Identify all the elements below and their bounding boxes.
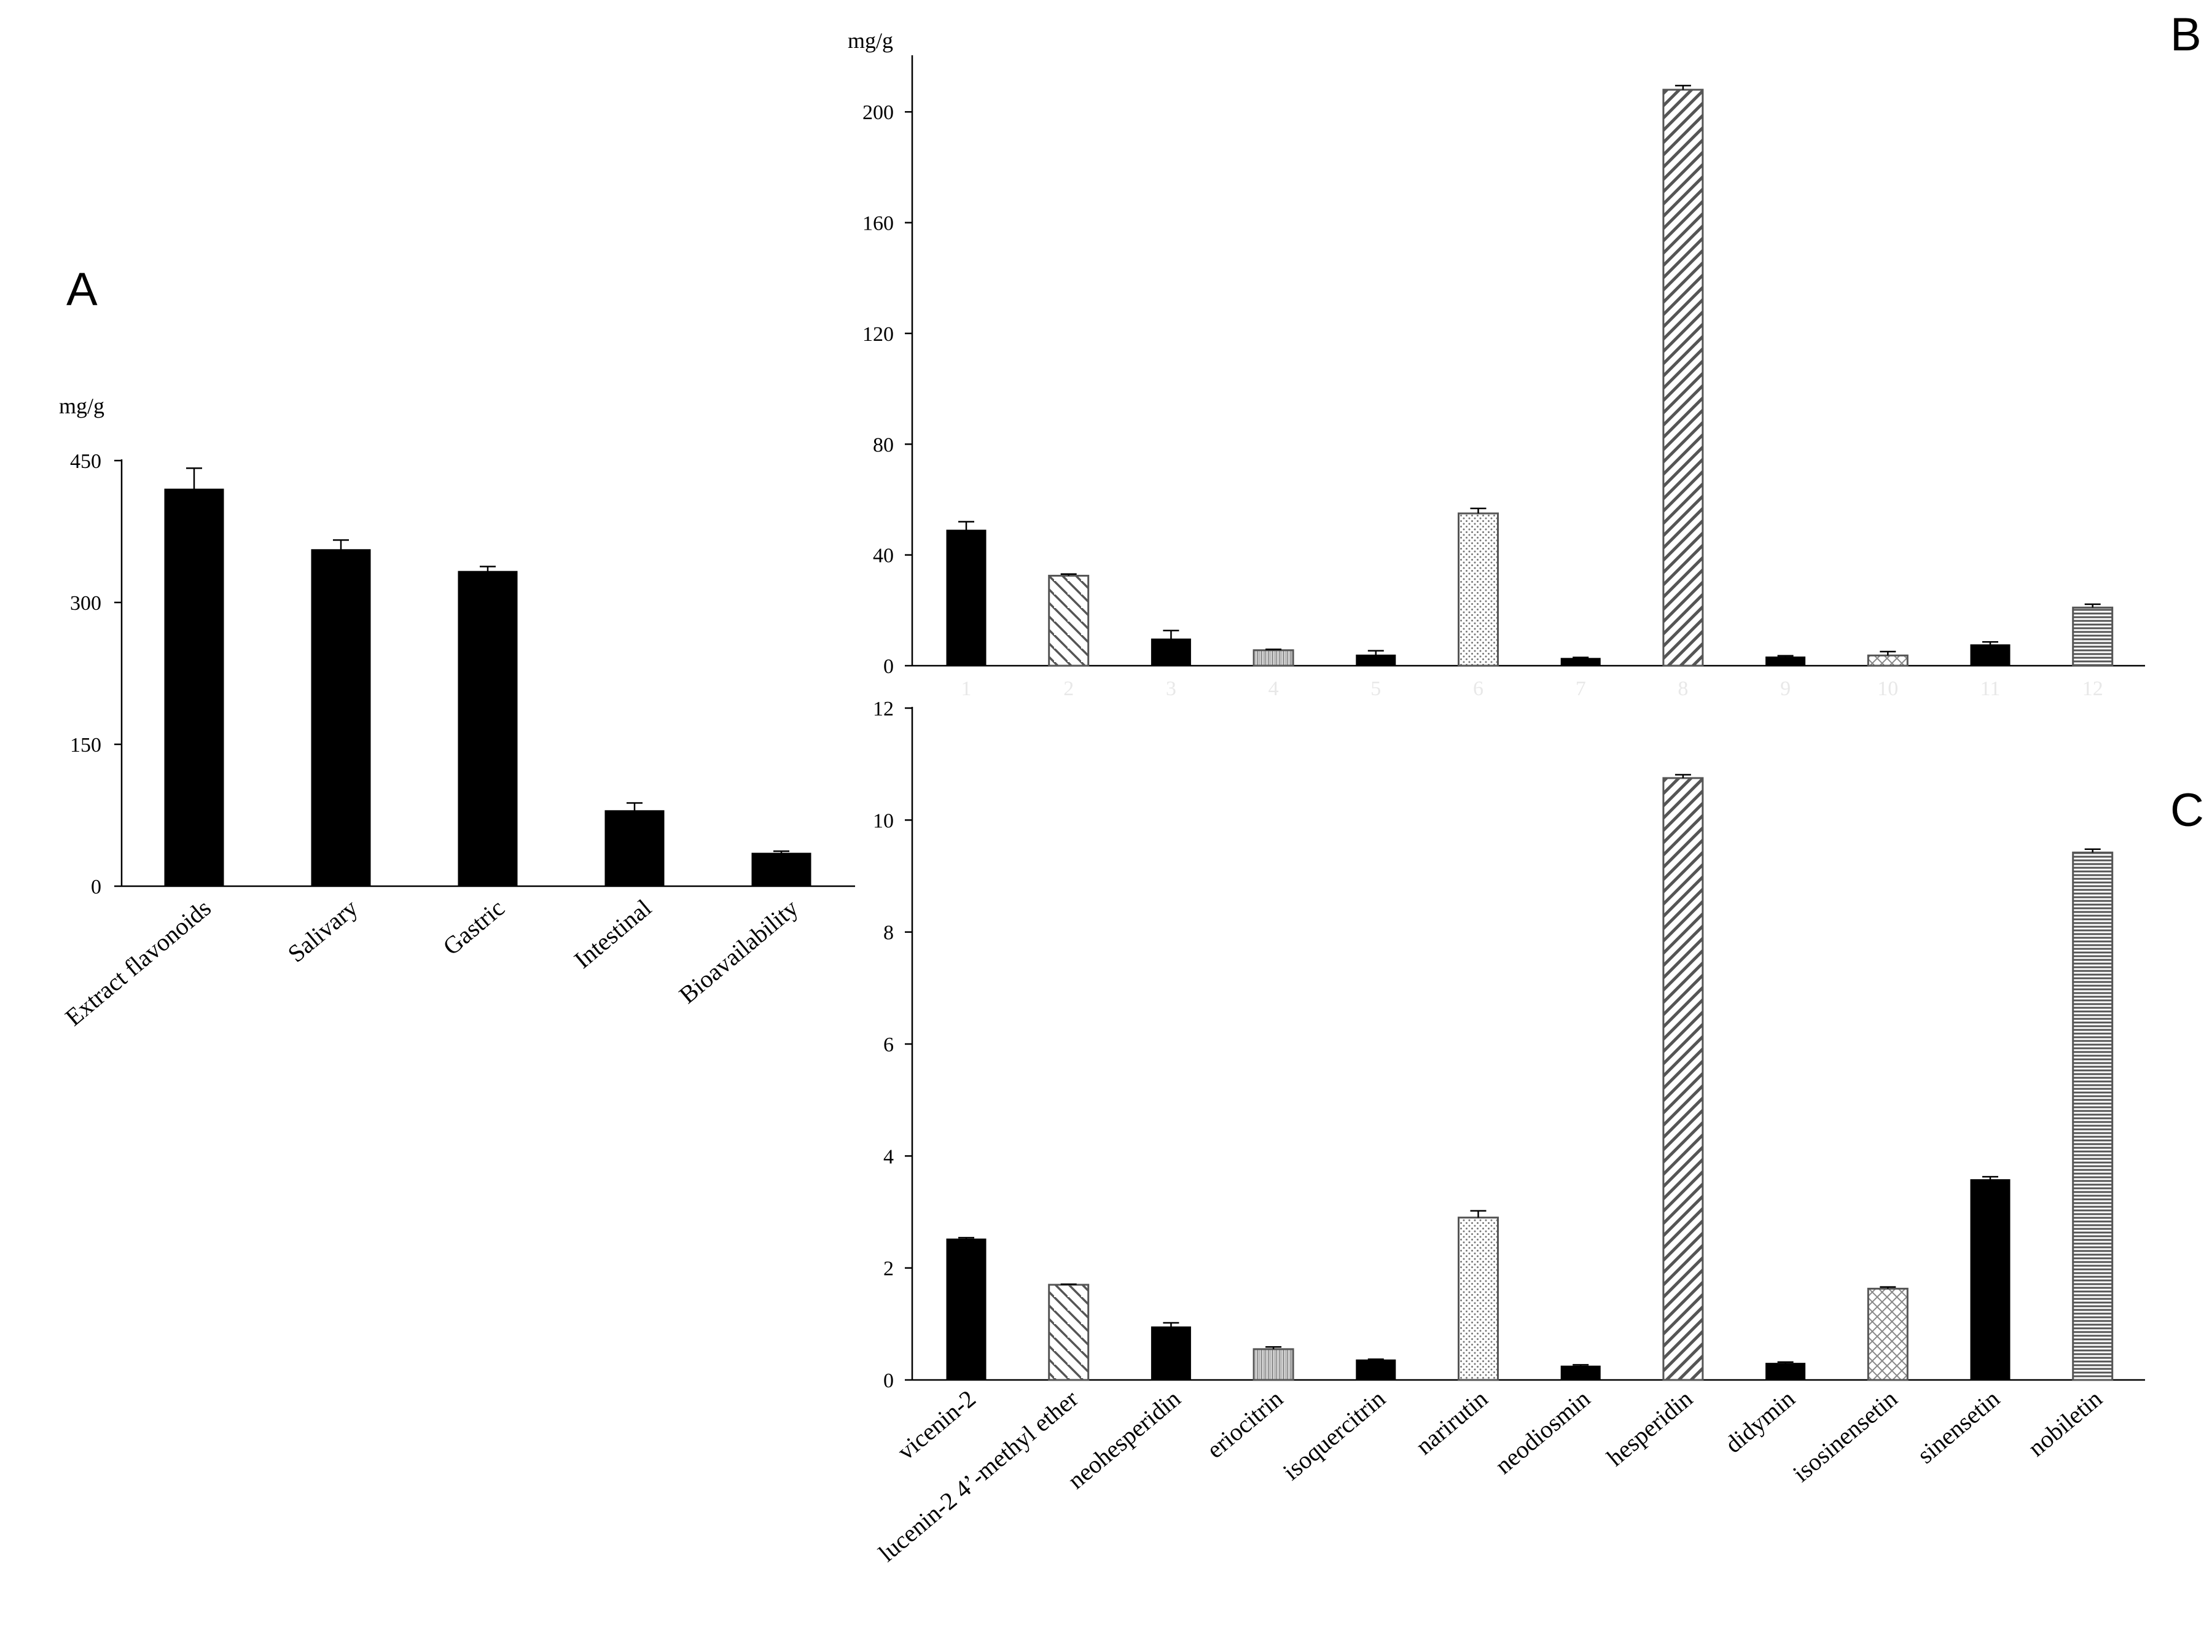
panel-b-y-tick-label: 160 [862, 212, 894, 235]
panel-b-axes: 0 40 80 120 160 200 [862, 55, 2145, 678]
panel-c-bar-11 [1970, 1179, 2011, 1381]
panel-b-y-tick-label: 120 [862, 323, 894, 346]
panel-c-category-label: isoquercitrin [1278, 1384, 1391, 1485]
panel-a-bar-4 [604, 810, 665, 887]
panel-b-category-label: 12 [2082, 677, 2103, 700]
panel-b-bar-3 [1151, 638, 1191, 666]
panel-a-bar-1 [164, 488, 224, 887]
panel-c-category-label: eriocitrin [1202, 1384, 1288, 1463]
panel-b-category-label: 6 [1473, 677, 1483, 700]
panel-b-y-tick-label: 40 [873, 545, 894, 567]
panel-c-y-tick-label: 8 [883, 922, 894, 945]
panel-c-bar-2 [1048, 1284, 1090, 1381]
panel-b-bar-8 [1662, 88, 1704, 667]
panel-c-category-label: hesperidin [1601, 1384, 1698, 1471]
panel-c-category-label: nobiletin [2023, 1384, 2108, 1462]
panel-c-bar-3 [1151, 1326, 1191, 1381]
panel-a-category-label: Gastric [437, 894, 509, 960]
panel-a-category-label: Salivary [283, 894, 363, 967]
panel-b-category-label: 3 [1166, 677, 1176, 700]
panel-c-y-tick-label: 2 [883, 1258, 894, 1280]
panel-a-category-label: Extract flavonoids [60, 894, 216, 1031]
panel-b-bar-6 [1458, 512, 1499, 667]
panel-b-category-label: 9 [1780, 677, 1791, 700]
panel-c-bar-8 [1662, 777, 1704, 1381]
panel-c-category-label: neohesperidin [1062, 1384, 1186, 1494]
panel-c-bar-1 [946, 1238, 987, 1381]
panel-c-bar-9 [1765, 1363, 1806, 1381]
panel-b-bar-9 [1765, 657, 1806, 666]
panel-b-category-label: 11 [1980, 677, 2001, 700]
panel-c-bar-6 [1458, 1217, 1499, 1381]
panel-c-bar-10 [1867, 1287, 1909, 1381]
panel-a-chart: mg/g 0 150 300 450 Extract flavonoids Saliva… [59, 394, 855, 1031]
panel-b-bar-12 [2072, 606, 2114, 667]
panel-b-bar-5 [1356, 654, 1396, 666]
panel-b-category-label: 4 [1268, 677, 1279, 700]
panel-a-y-tick-label: 150 [70, 734, 101, 757]
panel-c-category-label: neodiosmin [1490, 1384, 1595, 1479]
panel-a-bar-5 [751, 852, 811, 887]
panel-b-category-label: 10 [1877, 677, 1898, 700]
panel-c-category-label: narirutin [1410, 1384, 1493, 1460]
panel-b-bar-2 [1048, 574, 1090, 667]
panel-a-bar-2 [311, 549, 371, 887]
panel-a-category-labels: Extract flavonoids Salivary Gastric Intesti… [60, 894, 803, 1031]
panel-b-bar-4 [1253, 649, 1294, 667]
panel-c-category-label: didymin [1719, 1384, 1800, 1458]
panel-label-b: B [2170, 9, 2202, 61]
panel-b-y-unit: mg/g [848, 28, 893, 53]
panel-label-c: C [2170, 784, 2204, 836]
panel-c-bars [946, 774, 2114, 1381]
panel-b-category-label: 2 [1063, 677, 1074, 700]
panel-b-bar-7 [1560, 658, 1601, 666]
panel-c-y-tick-label: 6 [883, 1034, 894, 1056]
panel-a-y-tick-label: 0 [91, 876, 101, 898]
panel-b-category-label: 7 [1576, 677, 1586, 700]
panel-c-bar-12 [2072, 851, 2114, 1381]
panel-c-bar-7 [1560, 1365, 1601, 1381]
panel-b-category-labels: 1 2 3 4 5 6 7 8 9 10 11 12 [961, 677, 2103, 700]
panel-c-axes: 0 2 4 6 8 10 12 [873, 698, 2145, 1392]
panel-a-y-tick-label: 450 [70, 450, 101, 473]
panel-a-bar-3 [458, 571, 518, 887]
panel-b-category-label: 5 [1370, 677, 1381, 700]
panel-b-bar-1 [946, 529, 987, 666]
panel-b-bar-10 [1867, 654, 1909, 667]
panel-b-y-tick-label: 0 [883, 655, 894, 678]
panel-c-category-label: isosinensetin [1788, 1384, 1902, 1487]
panel-c-y-tick-label: 4 [883, 1145, 894, 1168]
panel-c-y-tick-label: 0 [883, 1370, 894, 1392]
panel-c-category-label: sinensetin [1912, 1384, 2004, 1468]
panel-c-y-tick-label: 10 [873, 809, 894, 832]
panel-b-category-label: 8 [1678, 677, 1688, 700]
panel-label-a: A [66, 263, 98, 316]
panel-b-y-tick-label: 80 [873, 434, 894, 456]
panel-a-bars [164, 467, 811, 887]
panel-c-bar-4 [1253, 1348, 1294, 1381]
panel-c-y-tick-label: 12 [873, 698, 894, 720]
panel-a-axes: 0 150 300 450 [70, 450, 855, 898]
panel-b-y-tick-label: 200 [862, 101, 894, 124]
panel-c-category-label: vicenin-2 [892, 1384, 981, 1465]
panel-a-y-tick-label: 300 [70, 592, 101, 615]
panel-b-category-label: 1 [961, 677, 972, 700]
panel-c-bar-5 [1356, 1359, 1396, 1381]
panel-a-y-unit: mg/g [59, 394, 104, 418]
panel-a-category-label: Bioavailability [674, 894, 803, 1008]
panel-b-bar-11 [1970, 644, 2011, 666]
panel-c-category-label: lucenin-2 4’-methyl ether [873, 1384, 1083, 1567]
panel-a-category-label: Intestinal [569, 894, 657, 973]
panel-b-bars [946, 85, 2114, 667]
